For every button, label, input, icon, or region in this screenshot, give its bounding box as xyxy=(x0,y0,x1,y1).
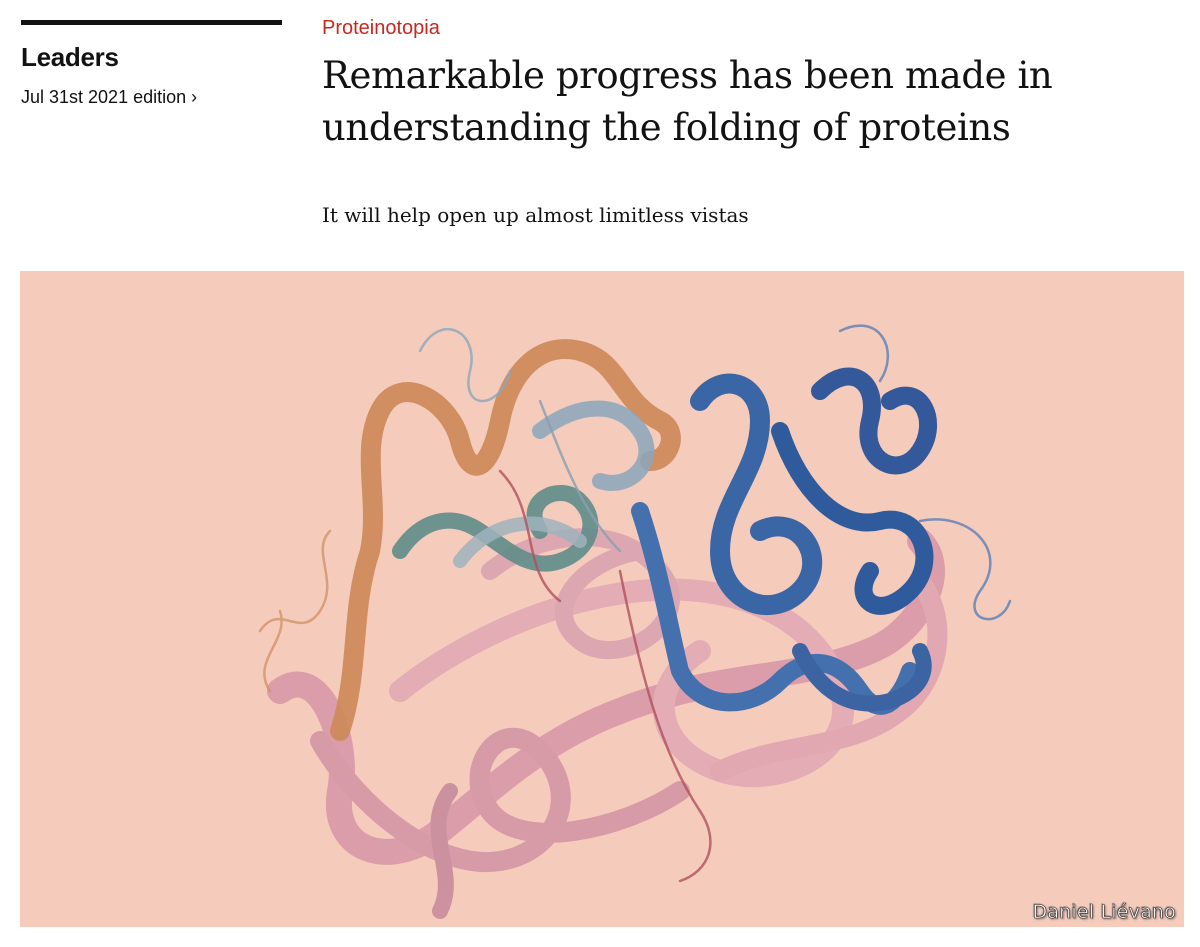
section-name[interactable]: Leaders xyxy=(21,42,119,72)
image-credit: Daniel Liévano xyxy=(1032,901,1176,924)
article-rubric[interactable]: Proteinotopia xyxy=(322,17,440,39)
chevron-right-icon: › xyxy=(191,87,198,107)
article-headline: Remarkable progress has been made in und… xyxy=(322,54,1053,149)
article-illustration: Daniel Liévano xyxy=(20,271,1184,927)
section-rule xyxy=(21,20,282,25)
protein-ribbon-illustration xyxy=(258,324,1012,919)
edition-link[interactable]: Jul 31st 2021 edition › xyxy=(21,84,197,110)
article-standfirst: It will help open up almost limitless vi… xyxy=(322,203,749,227)
edition-label: Jul 31st 2021 edition xyxy=(21,87,187,107)
